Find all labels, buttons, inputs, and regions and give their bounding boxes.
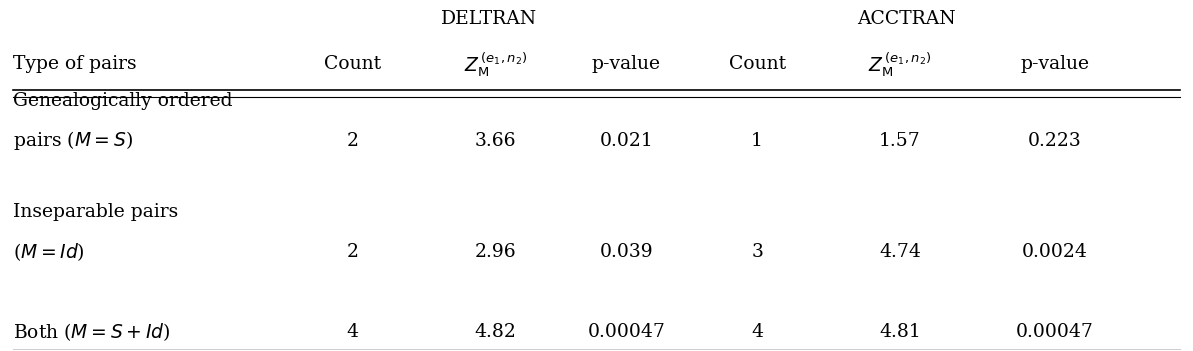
Text: ($M = Id$): ($M = Id$): [13, 241, 85, 263]
Text: pairs ($M = S$): pairs ($M = S$): [13, 129, 134, 152]
Text: 3: 3: [752, 243, 764, 261]
Text: DELTRAN: DELTRAN: [441, 10, 537, 28]
Text: 4: 4: [346, 323, 359, 341]
Text: Inseparable pairs: Inseparable pairs: [13, 203, 179, 221]
Text: 4.81: 4.81: [879, 323, 921, 341]
Text: p-value: p-value: [592, 55, 661, 73]
Text: 0.0024: 0.0024: [1021, 243, 1088, 261]
Text: 0.039: 0.039: [599, 243, 653, 261]
Text: 0.00047: 0.00047: [1015, 323, 1094, 341]
Text: 2: 2: [346, 132, 359, 150]
Text: ACCTRAN: ACCTRAN: [857, 10, 956, 28]
Text: 2.96: 2.96: [475, 243, 517, 261]
Text: 2: 2: [346, 243, 359, 261]
Text: 0.021: 0.021: [599, 132, 653, 150]
Text: Genealogically ordered: Genealogically ordered: [13, 92, 233, 110]
Text: Both ($M = S + Id$): Both ($M = S + Id$): [13, 321, 171, 343]
Text: Count: Count: [324, 55, 381, 73]
Text: 4.74: 4.74: [879, 243, 921, 261]
Text: Count: Count: [729, 55, 786, 73]
Text: $Z_{\mathrm{M}}^{\,(e_1,n_2)}$: $Z_{\mathrm{M}}^{\,(e_1,n_2)}$: [464, 49, 527, 79]
Text: Type of pairs: Type of pairs: [13, 55, 137, 73]
Text: p-value: p-value: [1020, 55, 1089, 73]
Text: 0.00047: 0.00047: [587, 323, 666, 341]
Text: 0.223: 0.223: [1028, 132, 1082, 150]
Text: 3.66: 3.66: [475, 132, 517, 150]
Text: $Z_{\mathrm{M}}^{\,(e_1,n_2)}$: $Z_{\mathrm{M}}^{\,(e_1,n_2)}$: [869, 49, 932, 79]
Text: 1.57: 1.57: [879, 132, 921, 150]
Text: 1: 1: [752, 132, 764, 150]
Text: 4: 4: [752, 323, 764, 341]
Text: 4.82: 4.82: [475, 323, 517, 341]
